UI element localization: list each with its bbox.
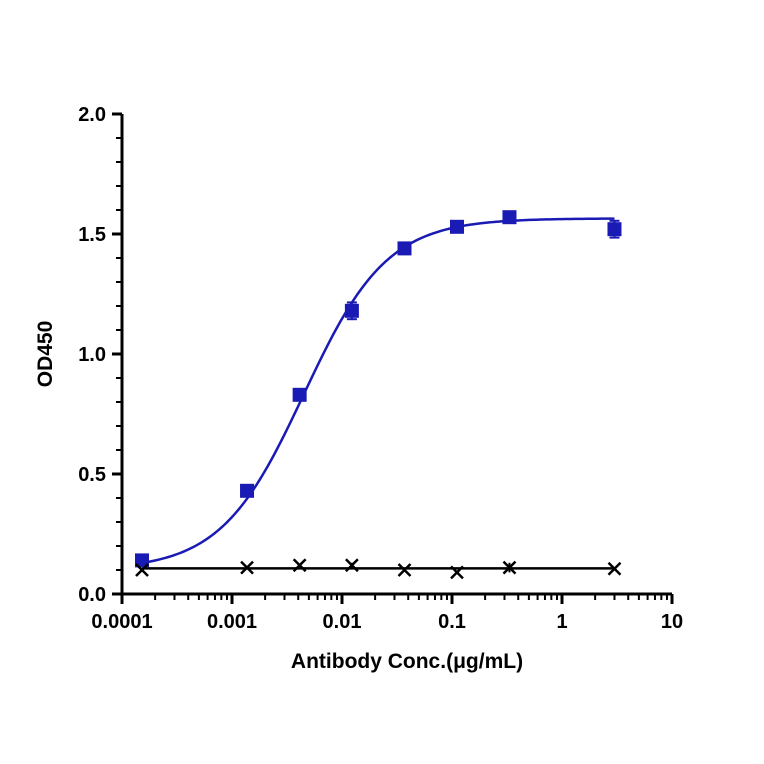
fit-curves xyxy=(141,217,615,570)
data-markers xyxy=(135,210,622,580)
x-tick-label: 0.01 xyxy=(323,611,362,633)
series-1-point xyxy=(449,219,464,234)
series-2-point xyxy=(345,558,359,573)
series-2-point xyxy=(240,560,254,575)
series-2-point xyxy=(450,565,464,580)
y-tick-label: 0.5 xyxy=(78,464,106,486)
series-2-point xyxy=(607,561,622,576)
series-2-point xyxy=(502,560,517,575)
y-tick-label: 0.0 xyxy=(78,584,106,606)
x-axis-label: Antibody Conc.(μg/mL) xyxy=(291,650,523,673)
y-tick-label: 1.0 xyxy=(78,344,106,366)
series-1-point xyxy=(344,303,359,318)
y-tick-label: 2.0 xyxy=(78,104,106,126)
series-1-point xyxy=(607,222,622,237)
series-1-point xyxy=(240,483,255,498)
axes: 0.0 0.5 1.0 1.5 2.0 0.0001 0.001 0.01 0.1 1 10 xyxy=(78,104,683,633)
series-1-point xyxy=(397,241,412,256)
series-2-point xyxy=(292,558,307,573)
x-tick-label: 0.0001 xyxy=(91,611,152,633)
y-axis-label: OD450 xyxy=(34,321,57,388)
series-1-point xyxy=(502,210,517,225)
series-2-point xyxy=(397,563,412,577)
series-2-point xyxy=(135,563,149,577)
x-tick-label: 10 xyxy=(661,611,683,633)
series-1-point xyxy=(135,553,150,568)
y-tick-label: 1.5 xyxy=(78,224,106,246)
x-tick-label: 1 xyxy=(556,611,567,633)
series-1-point xyxy=(292,387,307,402)
x-tick-label: 0.001 xyxy=(207,611,257,633)
x-tick-label: 0.1 xyxy=(438,611,466,633)
series-1-fit-curve xyxy=(141,217,615,565)
